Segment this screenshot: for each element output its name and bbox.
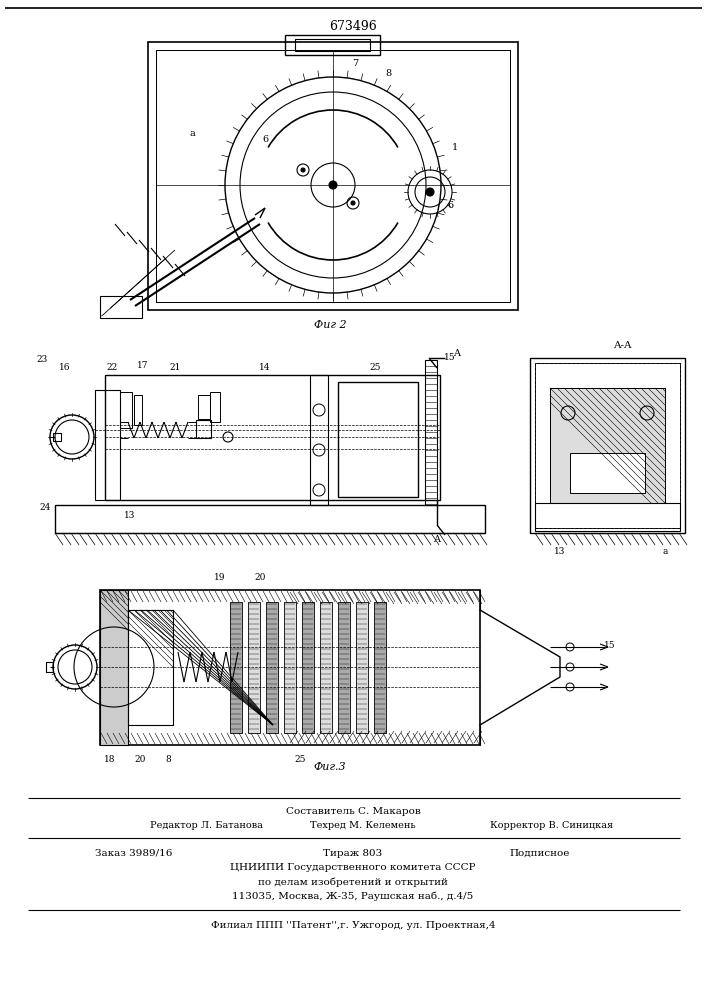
Bar: [134, 395, 142, 425]
Bar: [100, 296, 142, 318]
Text: 22: 22: [106, 363, 117, 372]
Bar: [295, 39, 370, 51]
Text: 14: 14: [259, 363, 271, 372]
Bar: [105, 375, 440, 500]
Text: Филиал ППП ''Патент'',г. Ужгород, ул. Проектная,4: Филиал ППП ''Патент'',г. Ужгород, ул. Пр…: [211, 922, 496, 930]
Text: 17: 17: [137, 360, 148, 369]
Bar: [320, 602, 332, 733]
Text: 8: 8: [385, 70, 391, 79]
Circle shape: [426, 188, 434, 196]
Bar: [248, 602, 260, 733]
Text: Тираж 803: Тираж 803: [323, 848, 382, 857]
Text: 23: 23: [36, 356, 47, 364]
Bar: [100, 590, 128, 745]
Text: 25: 25: [294, 756, 305, 764]
Bar: [285, 35, 380, 55]
Text: 113035, Москва, Ж-35, Раушская наб., д.4/5: 113035, Москва, Ж-35, Раушская наб., д.4…: [233, 891, 474, 901]
Bar: [156, 50, 510, 302]
Circle shape: [329, 181, 337, 189]
Bar: [374, 602, 386, 733]
Text: 15: 15: [604, 641, 616, 650]
Text: 15: 15: [444, 353, 456, 361]
Bar: [95, 390, 120, 500]
Text: 7: 7: [352, 58, 358, 68]
Text: Техред М. Келемень: Техред М. Келемень: [310, 820, 416, 830]
Bar: [156, 50, 510, 302]
Text: Редактор Л. Батанова: Редактор Л. Батанова: [150, 820, 263, 830]
Text: 20: 20: [134, 756, 146, 764]
Bar: [356, 602, 368, 733]
Bar: [100, 590, 480, 745]
Bar: [266, 602, 278, 733]
Bar: [53, 433, 61, 441]
Bar: [128, 610, 173, 725]
Text: Заказ 3989/16: Заказ 3989/16: [95, 848, 173, 857]
Text: 25: 25: [369, 363, 381, 372]
Bar: [530, 358, 685, 533]
Bar: [550, 388, 665, 503]
Bar: [302, 602, 314, 733]
Text: Фиг.3: Фиг.3: [314, 762, 346, 772]
Bar: [570, 453, 645, 493]
Bar: [230, 602, 242, 733]
Text: 1: 1: [452, 143, 458, 152]
Text: a: a: [662, 546, 667, 556]
Bar: [535, 503, 680, 531]
Text: A-A: A-A: [613, 342, 631, 351]
Bar: [338, 382, 418, 497]
Bar: [128, 610, 173, 725]
Text: A: A: [433, 536, 440, 544]
Bar: [338, 602, 350, 733]
Text: 20: 20: [255, 574, 266, 582]
Bar: [196, 420, 211, 438]
Bar: [210, 392, 220, 422]
Text: 8: 8: [165, 756, 171, 764]
Text: 19: 19: [214, 574, 226, 582]
Text: Фиг 2: Фиг 2: [314, 320, 346, 330]
Text: a: a: [189, 129, 195, 138]
Text: 16: 16: [59, 363, 71, 372]
Text: 24: 24: [40, 502, 51, 512]
Bar: [535, 363, 680, 528]
Bar: [425, 360, 437, 505]
Text: 13: 13: [124, 510, 136, 520]
Text: 673496: 673496: [329, 19, 377, 32]
Bar: [535, 363, 680, 528]
Bar: [550, 388, 665, 503]
Circle shape: [301, 168, 305, 172]
Bar: [55, 505, 485, 533]
Bar: [120, 392, 132, 428]
Text: 6: 6: [447, 200, 453, 210]
Text: 6: 6: [262, 135, 268, 144]
Bar: [100, 590, 128, 745]
Bar: [148, 42, 518, 310]
Bar: [198, 395, 210, 419]
Text: ЦНИИПИ Государственного комитета СССР: ЦНИИПИ Государственного комитета СССР: [230, 863, 476, 872]
Text: Подписное: Подписное: [510, 848, 570, 857]
Bar: [310, 375, 328, 505]
Bar: [46, 662, 53, 672]
Bar: [284, 602, 296, 733]
Text: 13: 13: [554, 546, 566, 556]
Text: A: A: [453, 349, 460, 358]
Text: по делам изобретений и открытий: по делам изобретений и открытий: [258, 877, 448, 887]
Text: 21: 21: [169, 363, 181, 372]
Text: Составитель С. Макаров: Составитель С. Макаров: [286, 806, 421, 816]
Text: Корректор В. Синицкая: Корректор В. Синицкая: [490, 820, 613, 830]
Text: 18: 18: [104, 756, 116, 764]
Circle shape: [351, 201, 355, 205]
